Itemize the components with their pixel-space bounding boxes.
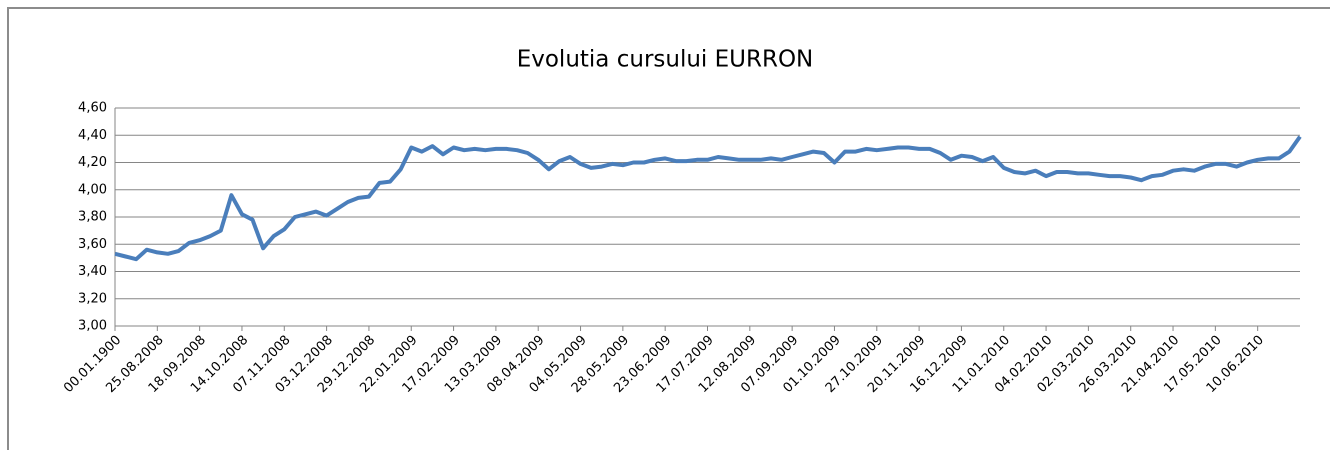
data-line	[114, 135, 1302, 262]
y-tick-label: 4,60	[78, 101, 107, 116]
y-tick-label: 4,40	[78, 128, 107, 143]
y-tick-label: 3,20	[78, 291, 107, 306]
y-tick-label: 3,00	[78, 319, 107, 334]
chart-title: Evolutia cursului EURRON	[517, 47, 814, 73]
y-tick-label: 3,40	[78, 264, 107, 279]
y-tick-label: 3,60	[78, 237, 107, 252]
chart-frame	[7, 7, 1330, 450]
y-tick-label: 3,80	[78, 210, 107, 225]
y-tick-label: 4,00	[78, 182, 107, 197]
y-tick-label: 4,20	[78, 155, 107, 170]
